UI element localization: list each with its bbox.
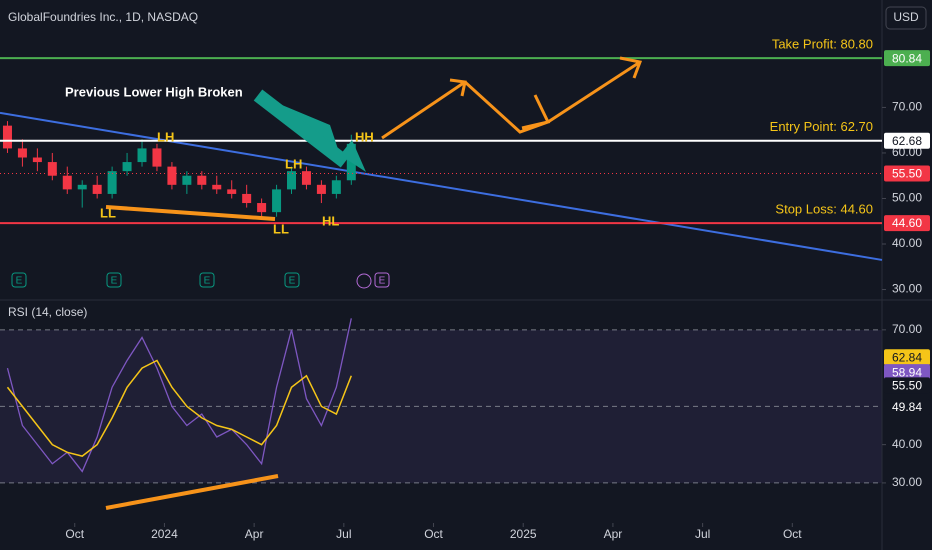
candle-body (122, 162, 132, 172)
y-tick-label: 70.00 (892, 100, 922, 114)
x-tick-label: 2025 (510, 527, 537, 541)
rsi-line (6, 359, 353, 457)
x-tick-label: 2024 (151, 527, 178, 541)
candle-body (182, 175, 192, 185)
x-tick-label: Oct (65, 527, 84, 541)
x-tick-label: Jul (336, 527, 351, 541)
projection-arrows (381, 56, 643, 140)
price-badge (884, 50, 930, 67)
earnings-markers: E E E E E (11, 272, 390, 289)
earnings-marker[interactable]: E (111, 276, 118, 287)
candle-body (212, 184, 222, 190)
candle-body (152, 148, 162, 167)
earnings-marker[interactable]: E (379, 276, 386, 287)
candle-body (167, 166, 177, 185)
currency[interactable]: USD (893, 10, 919, 24)
price-badge (884, 349, 930, 366)
y-tick-label: 70.00 (892, 322, 922, 336)
dividend-icon[interactable] (356, 273, 372, 289)
y-tick-label: 40.00 (892, 236, 922, 250)
rsi-divergence-line (105, 474, 279, 510)
earnings-marker[interactable]: E (204, 276, 211, 287)
price-badge (884, 132, 930, 149)
x-tick-label: Apr (604, 527, 623, 541)
price-badge (884, 215, 930, 232)
rsi-line (6, 318, 352, 473)
price-badge-label: 55.50 (892, 167, 922, 181)
annotation: LL (273, 221, 289, 236)
candle-body (227, 189, 237, 194)
candle-body (197, 175, 207, 185)
price-badge-label: 49.84 (892, 400, 922, 414)
candle-body (47, 162, 57, 176)
annotation: LH (285, 156, 302, 171)
price-badge-label: 55.50 (892, 379, 922, 393)
earnings-icon[interactable] (199, 272, 215, 288)
candle-body (92, 184, 102, 194)
x-tick-label: Oct (783, 527, 802, 541)
candle-body (331, 180, 341, 194)
candle-body (137, 148, 147, 163)
x-tick-label: Jul (695, 527, 710, 541)
x-tick-label: Oct (424, 527, 443, 541)
earnings-icon[interactable] (11, 272, 27, 288)
price-badge-label: 62.84 (892, 350, 922, 364)
price-badge (884, 364, 930, 381)
price-badge-label: 62.68 (892, 134, 922, 148)
annotation: LL (100, 205, 116, 220)
candle-body (77, 184, 87, 190)
level-label: Take Profit: 80.80 (772, 37, 873, 52)
price-badge-label: 44.60 (892, 216, 922, 230)
annotation: Previous Lower High Broken (65, 84, 243, 99)
price-badge-label: 80.84 (892, 51, 922, 65)
candle-body (62, 175, 72, 190)
earnings-marker[interactable]: E (16, 276, 23, 287)
price-badge-label: 58.94 (892, 365, 922, 379)
price-badge (884, 398, 930, 415)
earnings-icon[interactable] (106, 272, 122, 288)
symbol: GlobalFoundries Inc., 1D, NASDAQ (8, 10, 198, 24)
candle-body (301, 171, 311, 185)
currency-button[interactable] (885, 6, 927, 30)
earnings-icon[interactable] (284, 272, 300, 288)
price-badge (884, 377, 930, 394)
candle-body (272, 189, 282, 213)
candle-body (287, 171, 297, 190)
candle-body (32, 157, 42, 163)
callout-arrow-shaft (253, 89, 350, 168)
candle-body (17, 148, 27, 158)
level-label: Entry Point: 62.70 (770, 119, 873, 134)
trendline (0, 111, 883, 261)
earnings-marker[interactable]: E (289, 276, 296, 287)
candle-body (242, 193, 252, 204)
rsi-title: RSI (14, close) (8, 305, 87, 319)
candle-body (107, 171, 117, 194)
x-tick-label: Apr (245, 527, 264, 541)
y-tick-label: 30.00 (892, 475, 922, 489)
earnings-icon[interactable] (374, 272, 390, 288)
annotation: HH (355, 129, 374, 144)
price-badge (884, 165, 930, 182)
annotation: LH (157, 129, 174, 144)
candle-body (257, 203, 267, 213)
y-tick-label: 50.00 (892, 191, 922, 205)
level-label: Stop Loss: 44.60 (775, 202, 873, 217)
y-tick-label: 30.00 (892, 282, 922, 296)
y-tick-label: 40.00 (892, 437, 922, 451)
price-divergence-line (105, 205, 276, 221)
candle-body (316, 184, 326, 194)
annotation: HL (322, 213, 339, 228)
candle-body (2, 125, 12, 149)
